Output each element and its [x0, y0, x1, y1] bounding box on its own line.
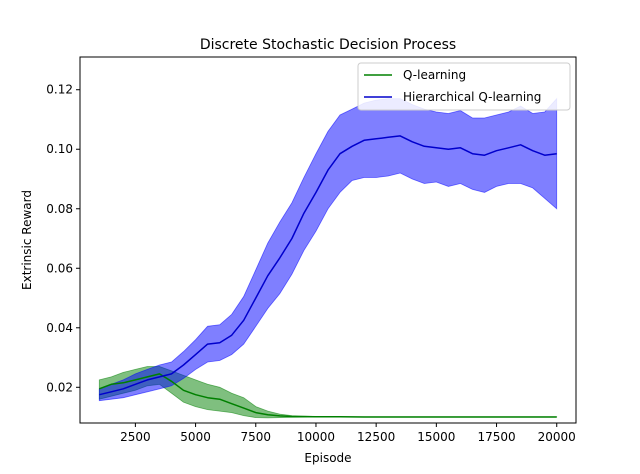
y-tick-label: 0.06 [46, 261, 73, 275]
band-1 [98, 97, 558, 402]
chart-title: Discrete Stochastic Decision Process [200, 37, 456, 53]
x-tick-label: 2500 [120, 430, 151, 444]
y-tick-label: 0.10 [46, 142, 73, 156]
x-tick-label: 20000 [538, 430, 576, 444]
x-tick-label: 15000 [417, 430, 455, 444]
legend: Q-learning Hierarchical Q-learning [357, 62, 571, 111]
plot-frame [79, 56, 577, 424]
series-line-0 [99, 373, 557, 418]
y-tick-label: 0.04 [46, 321, 73, 335]
y-axis-label: Extrinsic Reward [20, 190, 34, 290]
x-tick-label: 5000 [180, 430, 211, 444]
x-axis-label: Episode [304, 451, 351, 465]
series-lines [99, 135, 557, 418]
y-tick-label: 0.02 [46, 380, 73, 394]
series-line-1 [99, 135, 557, 396]
x-axis: 2500 5000 7500 10000 12500 15000 17500 20000 [120, 423, 576, 444]
y-tick-label: 0.12 [46, 83, 73, 97]
x-tick-label: 17500 [477, 430, 515, 444]
x-tick-label: 7500 [240, 430, 271, 444]
legend-box [357, 62, 571, 111]
x-tick-label: 12500 [357, 430, 395, 444]
legend-label-1: Hierarchical Q-learning [403, 90, 541, 104]
confidence-bands [98, 97, 558, 419]
y-tick-label: 0.08 [46, 202, 73, 216]
x-tick-label: 10000 [297, 430, 335, 444]
y-axis: 0.02 0.04 0.06 0.08 0.10 0.12 [46, 83, 80, 394]
legend-label-0: Q-learning [403, 68, 466, 82]
